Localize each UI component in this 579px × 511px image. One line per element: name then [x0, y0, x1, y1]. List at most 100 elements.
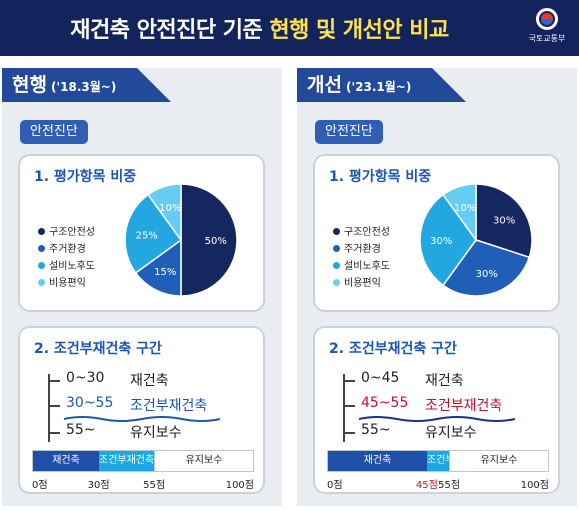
- pie-data-label: 30%: [430, 236, 452, 247]
- ministry-name: 국토교통부: [528, 34, 566, 43]
- tab-main-label: 개선: [307, 74, 342, 96]
- pie-slice: [442, 183, 477, 243]
- legend-label: 비용편익: [49, 278, 86, 289]
- legend-label: 주거환경: [49, 244, 86, 255]
- bar-segment: 재건축: [328, 451, 427, 471]
- pie-slice: [419, 193, 477, 287]
- legend-item: 주거환경: [38, 241, 95, 258]
- legend-label: 구조안전성: [49, 227, 95, 238]
- pie-data-label: 50%: [205, 236, 227, 247]
- tree-label: 유지보수: [130, 425, 182, 441]
- bar-tick-label: 100점: [520, 480, 549, 491]
- weight-card: 1. 평가항목 비중 구조안전성 주거환경 설비노후도 비용편익 30% 30% 3…: [313, 154, 560, 312]
- pie-legend: 구조안전성 주거환경 설비노후도 비용편익: [333, 224, 390, 292]
- range-card-title: 2. 조건부재건축 구간: [329, 341, 457, 357]
- title-prefix: 재건축 안전진단 기준: [70, 18, 270, 43]
- weight-pie-chart: 50% 15% 25% 10%: [124, 183, 238, 297]
- tree-range: 0~45: [361, 370, 400, 386]
- tree-label: 재건축: [130, 373, 169, 389]
- ministry-emblem-icon: [536, 8, 558, 30]
- legend-item: 구조안전성: [38, 224, 95, 241]
- tree-range: 45~55: [361, 395, 409, 411]
- bar-segment: 유지보수: [449, 451, 548, 471]
- underline-squiggle-icon: [63, 416, 221, 422]
- pie-data-label: 10%: [159, 203, 181, 214]
- bar-segment: 재건축: [33, 451, 99, 471]
- tab-sub-label: ('23.1월~): [345, 80, 412, 94]
- pie-slice: [180, 183, 238, 297]
- bar-segment: 조건부재건축: [99, 451, 154, 471]
- legend-dot-icon: [38, 262, 45, 269]
- legend-item: 주거환경: [333, 241, 390, 258]
- legend-item: 설비노후도: [333, 258, 390, 275]
- tree-label: 조건부재건축: [130, 398, 208, 414]
- tree-label: 재건축: [425, 373, 464, 389]
- tree-range: 0~30: [66, 370, 105, 386]
- bar-tick-label: 55점: [143, 480, 166, 491]
- pie-data-label: 30%: [493, 216, 515, 227]
- bar-tick-label: 30점: [87, 480, 110, 491]
- bar-tick-label: 0점: [32, 480, 48, 491]
- range-tree: 0~45 재건축 45~55 조건부재건축 55~ 유지보수: [343, 370, 553, 450]
- pie-slice: [134, 238, 182, 297]
- title-highlight: 현행 및 개선안 비교: [269, 18, 449, 43]
- tab-main-label: 현행: [12, 74, 47, 96]
- tree-range: 55~: [361, 422, 391, 438]
- pie-data-label: 10%: [454, 203, 476, 214]
- bar-tick-label: 55점: [438, 480, 461, 491]
- pie-slice: [442, 239, 531, 297]
- panel-current: 현행 ('18.3월~) 안전진단 1. 평가항목 비중 구조안전성 주거환경 설…: [2, 68, 282, 506]
- bar-tick-label: 0점: [327, 480, 343, 491]
- pie-slice: [124, 193, 183, 274]
- legend-label: 비용편익: [344, 278, 381, 289]
- bar-tick-label: 100점: [225, 480, 254, 491]
- score-ticks: 0점 30점 55점 100점: [32, 476, 254, 491]
- section-badge: 안전진단: [20, 120, 88, 144]
- tree-label: 유지보수: [425, 425, 477, 441]
- weight-card-title: 1. 평가항목 비중: [34, 169, 137, 185]
- legend-item: 설비노후도: [38, 258, 95, 275]
- range-card: 2. 조건부재건축 구간 0~30 재건축 30~55 조건부재건축 55~ 유…: [18, 326, 265, 494]
- legend-dot-icon: [333, 279, 340, 286]
- tree-range: 55~: [66, 422, 96, 438]
- tree-line: [343, 374, 345, 442]
- legend-dot-icon: [333, 245, 340, 252]
- legend-item: 비용편익: [38, 275, 95, 292]
- pie-data-label: 15%: [154, 267, 176, 278]
- legend-dot-icon: [333, 262, 340, 269]
- legend-item: 비용편익: [333, 275, 390, 292]
- pie-legend: 구조안전성 주거환경 설비노후도 비용편익: [38, 224, 95, 292]
- tree-line: [48, 374, 50, 442]
- panel-tab: 현행 ('18.3월~): [2, 68, 171, 102]
- score-ticks: 0점 45점 55점 100점: [327, 476, 549, 491]
- range-card: 2. 조건부재건축 구간 0~45 재건축 45~55 조건부재건축 55~ 유…: [313, 326, 560, 494]
- page-title: 재건축 안전진단 기준 현행 및 개선안 비교: [0, 12, 519, 44]
- tree-label: 조건부재건축: [425, 398, 503, 414]
- underline-squiggle-icon: [358, 416, 516, 422]
- range-tree: 0~30 재건축 30~55 조건부재건축 55~ 유지보수: [48, 370, 258, 450]
- legend-dot-icon: [38, 245, 45, 252]
- pie-slice: [147, 183, 182, 243]
- pie-data-label: 30%: [476, 269, 498, 280]
- legend-label: 구조안전성: [344, 227, 390, 238]
- panel-tab: 개선 ('23.1월~): [297, 68, 466, 102]
- weight-card: 1. 평가항목 비중 구조안전성 주거환경 설비노후도 비용편익 50% 15% 2…: [18, 154, 265, 312]
- legend-dot-icon: [333, 228, 340, 235]
- legend-label: 설비노후도: [49, 261, 95, 272]
- pie-data-label: 25%: [136, 231, 158, 242]
- range-card-title: 2. 조건부재건축 구간: [34, 341, 162, 357]
- ministry-logo: 국토교통부: [523, 8, 571, 50]
- pie-slice: [475, 183, 533, 259]
- section-badge: 안전진단: [315, 120, 383, 144]
- legend-label: 설비노후도: [344, 261, 390, 272]
- panel-improved: 개선 ('23.1월~) 안전진단 1. 평가항목 비중 구조안전성 주거환경 설…: [297, 68, 577, 506]
- header: 재건축 안전진단 기준 현행 및 개선안 비교 국토교통부: [0, 0, 579, 56]
- weight-pie-chart: 30% 30% 30% 10%: [419, 183, 533, 297]
- tree-range: 30~55: [66, 395, 114, 411]
- tab-sub-label: ('18.3월~): [50, 80, 117, 94]
- legend-label: 주거환경: [344, 244, 381, 255]
- weight-card-title: 1. 평가항목 비중: [329, 169, 432, 185]
- legend-item: 구조안전성: [333, 224, 390, 241]
